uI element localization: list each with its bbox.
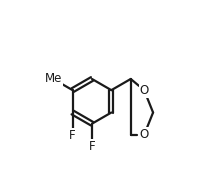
Text: F: F bbox=[69, 129, 76, 142]
Text: O: O bbox=[139, 84, 149, 97]
Text: Me: Me bbox=[45, 73, 62, 86]
Text: F: F bbox=[89, 140, 95, 152]
Text: O: O bbox=[139, 128, 149, 141]
